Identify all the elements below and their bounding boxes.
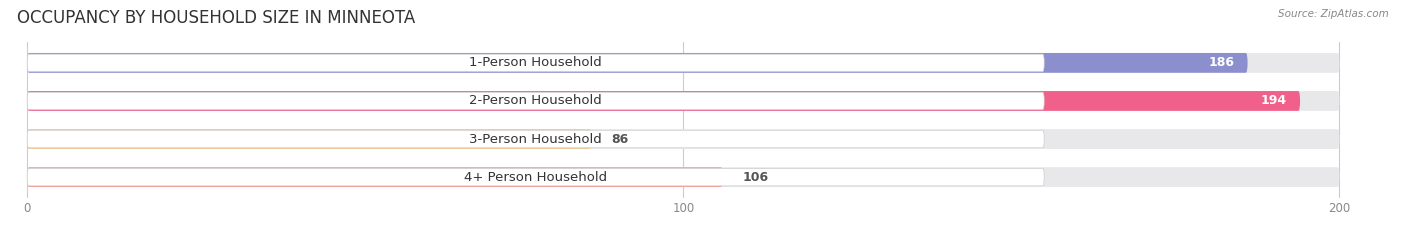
FancyBboxPatch shape — [27, 53, 1247, 73]
Text: 106: 106 — [742, 171, 769, 184]
Text: 2-Person Household: 2-Person Household — [470, 94, 602, 107]
FancyBboxPatch shape — [27, 167, 1340, 187]
Text: 194: 194 — [1261, 94, 1286, 107]
Text: OCCUPANCY BY HOUSEHOLD SIZE IN MINNEOTA: OCCUPANCY BY HOUSEHOLD SIZE IN MINNEOTA — [17, 9, 415, 27]
FancyBboxPatch shape — [27, 130, 1045, 148]
Text: 186: 186 — [1209, 56, 1234, 69]
FancyBboxPatch shape — [27, 168, 1045, 186]
FancyBboxPatch shape — [27, 129, 1340, 149]
FancyBboxPatch shape — [27, 129, 592, 149]
Text: 1-Person Household: 1-Person Household — [470, 56, 602, 69]
Text: Source: ZipAtlas.com: Source: ZipAtlas.com — [1278, 9, 1389, 19]
FancyBboxPatch shape — [27, 54, 1045, 72]
Text: 3-Person Household: 3-Person Household — [470, 133, 602, 146]
FancyBboxPatch shape — [27, 167, 723, 187]
Text: 4+ Person Household: 4+ Person Household — [464, 171, 607, 184]
FancyBboxPatch shape — [27, 92, 1045, 110]
FancyBboxPatch shape — [27, 53, 1340, 73]
FancyBboxPatch shape — [27, 91, 1340, 111]
FancyBboxPatch shape — [27, 91, 1301, 111]
Text: 86: 86 — [612, 133, 628, 146]
